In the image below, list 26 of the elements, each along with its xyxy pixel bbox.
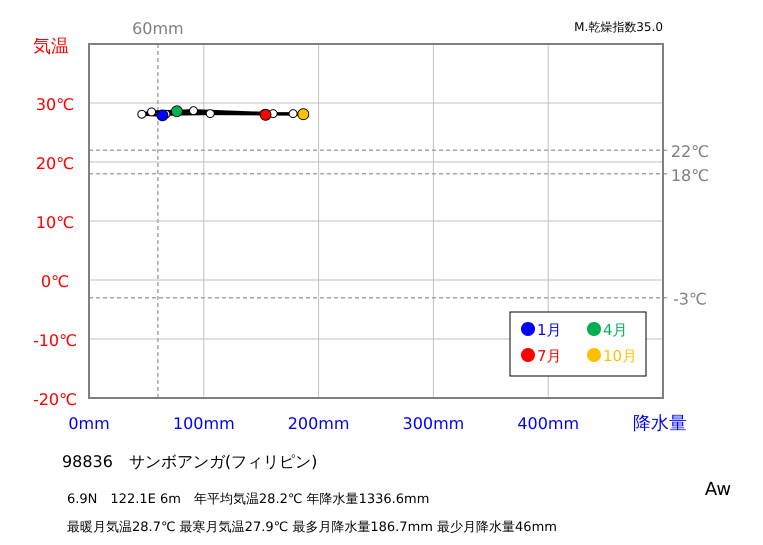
x-tick-label: 100mm xyxy=(172,414,235,433)
text: 98836 サンボアンガ(フィリピン) xyxy=(62,452,318,471)
legend-label: 4月 xyxy=(603,321,628,339)
y-tick-label: 0℃ xyxy=(40,272,70,291)
y-axis-title: 気温 xyxy=(33,36,69,57)
x-tick-label: 400mm xyxy=(517,414,580,433)
y-tick-label: 30℃ xyxy=(36,95,74,114)
y-tick-label: 10℃ xyxy=(36,213,74,232)
legend-label: 10月 xyxy=(603,347,638,365)
text: 最暖月気温28.7℃ 最寒月気温27.9℃ 最多月降水量186.7mm 最少月降水量46mm xyxy=(67,519,557,535)
text: M.乾燥指数35.0 xyxy=(574,20,663,34)
x-tick-label: 200mm xyxy=(288,414,350,433)
y-tick-label: 20℃ xyxy=(36,154,74,173)
legend-label: 7月 xyxy=(537,347,562,365)
ref-line-label: 60mm xyxy=(132,19,184,38)
y-tick-label: -20℃ xyxy=(32,390,78,409)
ref-line-label: -3℃ xyxy=(673,290,707,309)
legend-label: 1月 xyxy=(537,321,562,339)
ref-line-label: 22℃ xyxy=(670,142,710,162)
x-tick-label: 300mm xyxy=(402,414,464,433)
text: 6.9N 122.1E 6m 年平均気温28.2℃ 年降水量1336.6mm xyxy=(67,492,430,507)
text: Aw xyxy=(704,479,732,500)
x-axis-title: 降水量 xyxy=(633,413,687,434)
ref-line-label: 18℃ xyxy=(670,166,710,185)
x-tick-label: 0mm xyxy=(68,414,110,433)
y-tick-label: -10℃ xyxy=(32,331,78,350)
